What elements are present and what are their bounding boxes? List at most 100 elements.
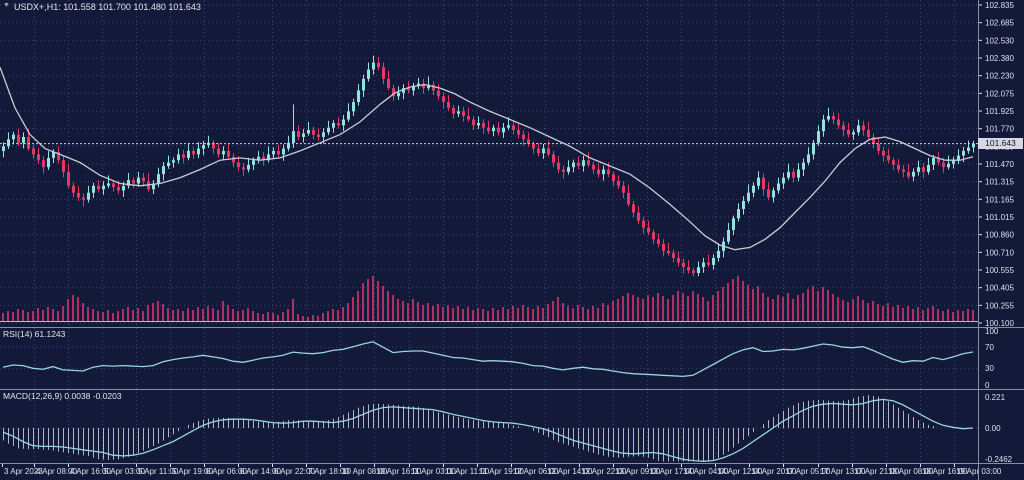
candle-body — [692, 270, 695, 274]
candle-body — [422, 83, 425, 89]
candle-body — [682, 262, 685, 268]
volume-bar — [302, 316, 304, 321]
price-axis[interactable]: 102.835 102.685 102.530 102.380 102.230 102.0… — [978, 1, 1014, 464]
volume-bar — [747, 285, 749, 321]
rsi-line — [2, 341, 974, 378]
volume-bar — [957, 310, 959, 321]
volume-bar — [167, 308, 169, 321]
candle-body — [142, 177, 145, 182]
candle-body — [402, 88, 405, 93]
volume-bar — [342, 307, 344, 321]
volume-bar — [857, 296, 859, 321]
candle-body — [732, 218, 735, 230]
volume-bar — [392, 295, 394, 321]
candle-body — [67, 171, 70, 186]
volume-bar — [232, 309, 234, 321]
volume-bar — [467, 307, 469, 321]
candle-body — [552, 154, 555, 163]
volume-bar — [47, 307, 49, 321]
volume-bar — [817, 291, 819, 321]
candle-body — [227, 150, 230, 157]
candle-body — [512, 125, 515, 130]
volume-bar — [417, 302, 419, 321]
volume-bar — [52, 309, 54, 321]
volume-bar — [777, 295, 779, 321]
volume-bar — [907, 306, 909, 321]
volume-bar — [157, 301, 159, 321]
candle-body — [572, 162, 575, 168]
candle-body — [222, 150, 225, 155]
rsi-axis-label: 30 — [985, 364, 994, 373]
candle-body — [2, 146, 5, 151]
candle-body — [872, 136, 875, 144]
time-tick-label: 17 Apr 13:00 — [820, 467, 866, 476]
volume-bar — [527, 307, 529, 321]
candle-body — [417, 83, 420, 86]
volume-bar — [677, 291, 679, 321]
candle-body — [52, 152, 55, 158]
volume-bar — [332, 309, 334, 321]
volume-bar — [177, 309, 179, 321]
volume-bar — [442, 307, 444, 321]
candle-body — [437, 90, 440, 97]
candle-body — [362, 78, 365, 91]
candle-body — [482, 123, 485, 128]
volume-bar — [92, 309, 94, 321]
volume-bar — [832, 294, 834, 321]
candle-body — [92, 185, 95, 193]
candle-body — [727, 229, 730, 242]
volume-bar — [767, 297, 769, 321]
candle-body — [577, 162, 580, 167]
candle-body — [447, 102, 450, 108]
volume-bar — [872, 301, 874, 321]
volume-bar — [552, 301, 554, 321]
candle-body — [302, 133, 305, 137]
volume-bar — [407, 303, 409, 321]
candle-body — [942, 162, 945, 168]
candle-body — [252, 160, 255, 165]
time-tick-label: 17 Apr 21:00 — [854, 467, 900, 476]
candle-body — [767, 189, 770, 198]
volume-bar — [117, 311, 119, 321]
volume-bar — [142, 311, 144, 321]
time-tick-label: 10 Apr 08:00 — [342, 467, 388, 476]
candle-body — [382, 67, 385, 79]
candle-body — [527, 139, 530, 144]
volume-bar — [487, 311, 489, 321]
candle-body — [557, 162, 560, 170]
volume-bar — [147, 305, 149, 321]
candle-body — [602, 169, 605, 175]
volume-bar — [497, 310, 499, 321]
candle-body — [27, 136, 30, 149]
volume-bar — [742, 281, 744, 321]
volume-bar — [492, 308, 494, 321]
symbol-marker-icon: ▼ — [3, 2, 10, 9]
candle-body — [442, 96, 445, 103]
volume-bar — [327, 311, 329, 321]
volume-bar — [62, 306, 64, 321]
price-tick-label: 101.165 — [985, 195, 1014, 204]
time-tick-label: 6 Apr 14:00 — [240, 467, 281, 476]
candle-body — [427, 84, 430, 89]
volume-bar — [652, 297, 654, 321]
time-tick-label: 4 Apr 16:00 — [70, 467, 111, 476]
candle-body — [567, 167, 570, 172]
volume-bar — [717, 291, 719, 321]
volume-bar — [12, 312, 14, 321]
current-price-tag: 101.643 — [978, 138, 1023, 149]
candle-body — [632, 204, 635, 213]
candle-body — [72, 185, 75, 193]
candle-body — [12, 134, 15, 140]
price-tick-label: 102.380 — [985, 54, 1014, 63]
volume-bar — [322, 313, 324, 321]
price-tick-label: 102.835 — [985, 1, 1014, 10]
candle-body — [217, 148, 220, 155]
volume-bar — [837, 297, 839, 321]
candle-body — [102, 185, 105, 190]
candle-body — [627, 192, 630, 205]
volume-bar — [912, 309, 914, 321]
price-tick-label: 102.230 — [985, 72, 1014, 81]
volume-bar — [402, 301, 404, 321]
